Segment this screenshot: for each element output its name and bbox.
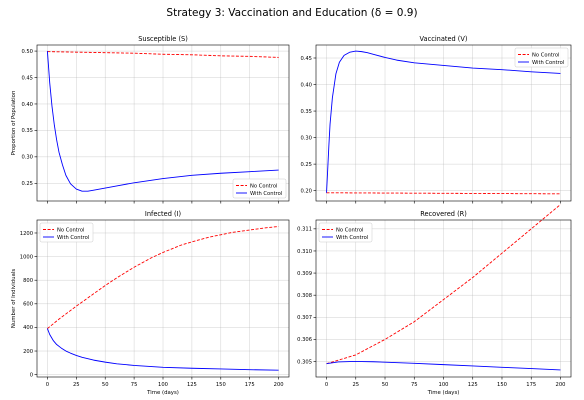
vaccinated-panel: Vaccinated (V) 0.20 0.25 0.30 0.35 0.40 0.45 No… — [300, 35, 572, 204]
y-tick-label: 0.30 — [300, 135, 312, 141]
y-tick-label: 0.35 — [21, 128, 33, 134]
infected-title: Infected (I) — [145, 210, 181, 218]
legend-label-no-control: No Control — [57, 227, 84, 233]
x-tick-label: 75 — [131, 382, 138, 388]
x-tick-label: 150 — [216, 382, 226, 388]
vaccinated-legend: No Control With Control — [514, 47, 569, 68]
recovered-title: Recovered (R) — [420, 210, 467, 218]
y-tick-label: 400 — [23, 325, 33, 331]
y-tick-label: 0.306 — [297, 337, 312, 343]
y-tick-label: 200 — [23, 349, 33, 355]
y-tick-label: 0.30 — [21, 155, 33, 161]
infected-legend: No Control With Control — [39, 222, 94, 243]
x-tick-label: 50 — [382, 382, 389, 388]
x-tick-label: 125 — [468, 382, 478, 388]
y-tick-label: 0 — [30, 372, 33, 378]
x-tick-label: 175 — [245, 382, 255, 388]
recovered-xlabel: Time (days) — [427, 390, 460, 396]
figure-title: Strategy 3: Vaccination and Education (δ… — [166, 7, 418, 19]
y-tick-label: 0.308 — [297, 293, 312, 299]
legend-label-with-control: With Control — [336, 235, 368, 241]
legend-label-no-control: No Control — [532, 52, 559, 58]
vaccinated-series-with-control — [326, 50, 561, 193]
legend-label-with-control: With Control — [250, 191, 282, 197]
infected-series-with-control — [46, 328, 279, 371]
y-tick-label: 600 — [23, 302, 33, 308]
infected-panel: Infected (I) 0 200 400 600 800 1000 1200 0 25 50 75… — [11, 210, 290, 396]
legend-label-no-control: No Control — [336, 227, 363, 233]
x-tick-label: 150 — [497, 382, 507, 388]
susceptible-ylabel: Proportion of Population — [11, 91, 17, 156]
y-tick-label: 0.311 — [297, 227, 312, 233]
vaccinated-title: Vaccinated (V) — [420, 35, 468, 43]
x-tick-label: 200 — [274, 382, 284, 388]
recovered-panel: Recovered (R) 0.305 0.306 0.307 0.308 0.309 0.… — [297, 204, 572, 396]
y-tick-label: 0.307 — [297, 315, 312, 321]
y-tick-label: 0.35 — [300, 109, 312, 115]
susceptible-series-with-control — [46, 51, 279, 192]
vaccinated-series-no-control — [326, 192, 561, 195]
y-tick-label: 800 — [23, 278, 33, 284]
y-tick-label: 0.25 — [21, 181, 33, 187]
legend-label-with-control: With Control — [532, 60, 564, 66]
y-tick-label: 0.20 — [300, 188, 312, 194]
susceptible-title: Susceptible (S) — [138, 35, 188, 43]
x-tick-label: 25 — [73, 382, 80, 388]
legend-label-no-control: No Control — [250, 183, 277, 189]
y-tick-label: 0.45 — [21, 75, 33, 81]
x-tick-label: 125 — [187, 382, 197, 388]
susceptible-legend: No Control With Control — [232, 178, 287, 199]
x-tick-label: 0 — [325, 382, 328, 388]
x-tick-label: 175 — [526, 382, 536, 388]
x-tick-label: 200 — [556, 382, 566, 388]
susceptible-panel: Susceptible (S) 0.25 0.30 0.35 0.40 0.45 0.50 P… — [11, 35, 290, 204]
x-tick-label: 100 — [158, 382, 168, 388]
y-tick-label: 0.45 — [300, 56, 312, 62]
y-tick-label: 1000 — [20, 254, 33, 260]
recovered-series-no-control — [326, 204, 561, 365]
y-tick-label: 0.310 — [297, 249, 312, 255]
x-tick-label: 0 — [46, 382, 49, 388]
legend-label-with-control: With Control — [57, 235, 89, 241]
y-tick-label: 0.305 — [297, 359, 312, 365]
x-tick-label: 75 — [411, 382, 418, 388]
y-tick-label: 0.50 — [21, 49, 33, 55]
susceptible-series-no-control — [47, 51, 279, 58]
infected-series-no-control — [47, 226, 279, 329]
y-tick-label: 0.25 — [300, 162, 312, 168]
x-tick-label: 25 — [352, 382, 359, 388]
x-tick-label: 100 — [439, 382, 449, 388]
y-tick-label: 1200 — [20, 231, 33, 237]
y-tick-label: 0.309 — [297, 271, 312, 277]
recovered-series-with-control — [326, 361, 561, 371]
y-tick-label: 0.40 — [21, 102, 33, 108]
recovered-legend: No Control With Control — [318, 222, 373, 243]
infected-ylabel: Number of Individuals — [11, 269, 17, 329]
infected-xlabel: Time (days) — [146, 390, 179, 396]
y-tick-label: 0.40 — [300, 82, 312, 88]
x-tick-label: 50 — [102, 382, 109, 388]
